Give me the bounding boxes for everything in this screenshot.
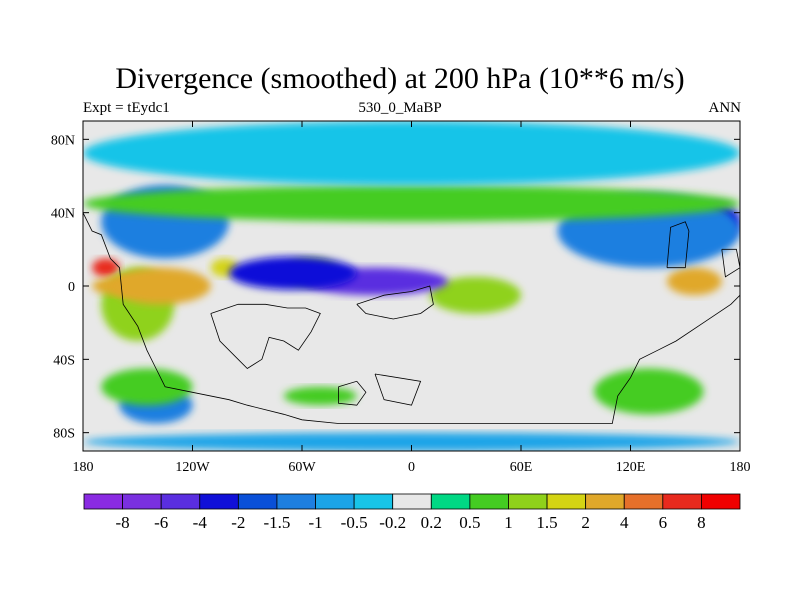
field-region-15 (83, 432, 740, 451)
field-region-3 (110, 267, 211, 305)
coastline-1 (210, 303, 321, 370)
colorbar-box-7 (353, 493, 394, 510)
x-tick-label-3: 0 (408, 460, 415, 475)
y-tick-label-1: 40N (51, 207, 75, 222)
field-region-20 (83, 121, 740, 186)
colorbar-box-6 (315, 493, 355, 510)
experiment-label: Expt = tEydc1 (83, 100, 170, 116)
colorbar-label-9: 0.5 (459, 513, 480, 532)
field-region-18 (283, 386, 357, 406)
colorbar-label-5: -1 (308, 513, 322, 532)
divergence-field (83, 121, 740, 451)
colorbar-label-0: -8 (116, 513, 130, 532)
colorbar-label-7: -0.2 (379, 513, 406, 532)
y-tick-label-3: 40S (53, 353, 75, 368)
coastline-layer (83, 212, 740, 424)
colorbar-box-16 (701, 493, 741, 510)
colorbar-box-0 (83, 493, 123, 510)
y-axis: 80N 40N 0 40S 80S (51, 133, 740, 442)
colorbar-label-8: 0.2 (421, 513, 442, 532)
x-tick-label-0: 180 (73, 460, 94, 475)
field-region-16 (83, 185, 740, 222)
field-region-9 (229, 256, 357, 290)
colorbar: -8 -6 -4 -2 -1.5 -1 -0.5 -0.2 0.2 0.5 1 1.5 2 4 6 8 (83, 493, 741, 532)
field-region-7 (667, 267, 722, 296)
colorbar-label-14: 6 (659, 513, 668, 532)
coastline-4 (374, 373, 422, 406)
x-tick-label-5: 120E (616, 460, 646, 475)
coastline-3 (338, 380, 367, 406)
y-tick-label-2: 0 (68, 280, 75, 295)
field-region-17 (101, 368, 193, 406)
colorbar-box-9 (430, 493, 471, 510)
colorbar-label-12: 2 (581, 513, 590, 532)
colorbar-box-1 (122, 493, 162, 510)
x-axis: 180 120W 60W 0 60E 120E 180 (73, 121, 751, 475)
field-region-19 (594, 368, 704, 415)
colorbar-label-10: 1 (504, 513, 513, 532)
x-tick-label-6: 180 (730, 460, 751, 475)
coastline-6 (721, 248, 740, 278)
season-label: ANN (708, 100, 742, 116)
plot-title: Divergence (smoothed) at 200 hPa (10**6 … (115, 62, 685, 95)
colorbar-box-5 (276, 493, 316, 510)
colorbar-label-2: -4 (193, 513, 208, 532)
colorbar-label-4: -1.5 (263, 513, 290, 532)
coastline-0 (83, 212, 740, 424)
colorbar-box-12 (546, 493, 587, 510)
colorbar-label-1: -6 (154, 513, 168, 532)
colorbar-box-15 (662, 493, 702, 510)
colorbar-label-6: -0.5 (341, 513, 368, 532)
colorbar-label-3: -2 (231, 513, 245, 532)
colorbar-box-14 (623, 493, 664, 510)
y-tick-label-0: 80N (51, 133, 75, 148)
colorbar-box-3 (199, 493, 239, 510)
x-tick-label-1: 120W (175, 460, 210, 475)
coastline-5 (666, 221, 690, 269)
field-region-0 (92, 258, 120, 277)
field-region-6 (429, 276, 521, 314)
colorbar-box-8 (392, 493, 432, 510)
colorbar-label-15: 8 (697, 513, 706, 532)
coastline-2 (356, 285, 434, 320)
colorbar-box-11 (508, 493, 548, 510)
colorbar-box-10 (469, 493, 509, 510)
colorbar-box-13 (585, 493, 625, 510)
colorbar-box-4 (237, 493, 278, 510)
colorbar-label-11: 1.5 (536, 513, 557, 532)
x-tick-label-2: 60W (288, 460, 316, 475)
colorbar-box-2 (160, 493, 201, 510)
colorbar-label-13: 4 (620, 513, 629, 532)
x-tick-label-4: 60E (510, 460, 533, 475)
y-tick-label-4: 80S (53, 427, 75, 442)
period-label: 530_0_MaBP (358, 100, 442, 116)
